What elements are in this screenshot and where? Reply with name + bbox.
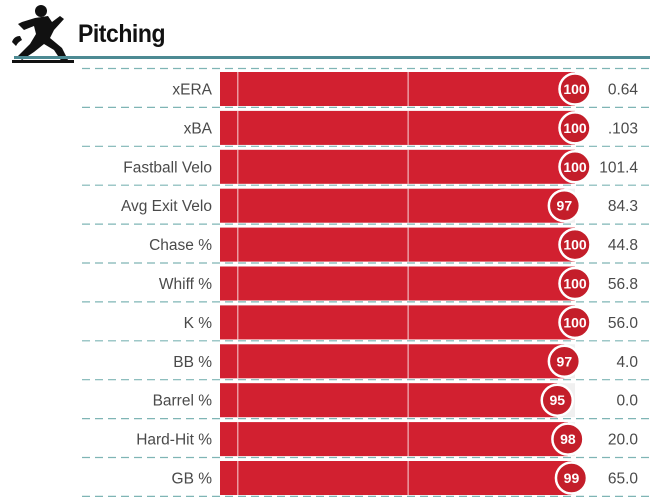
percentile-circle: [551, 422, 585, 456]
metric-label: Fastball Velo: [123, 159, 212, 176]
metric-label: Whiff %: [159, 276, 212, 293]
percentile-circle: [547, 344, 582, 379]
percentile-circle: [558, 305, 592, 340]
percentile-circle: [558, 227, 592, 262]
percentile-bar: [220, 72, 575, 106]
percentile-circle: [558, 266, 592, 301]
percentile-bar: [220, 422, 568, 457]
stat-value: 101.4: [599, 159, 638, 176]
percentile-bar: [220, 149, 575, 184]
percentile-bar: [220, 266, 575, 301]
percentile-label: 100: [563, 81, 587, 97]
percentile-label: 100: [563, 276, 587, 292]
stat-value: 0.64: [608, 82, 639, 99]
percentile-bar: [220, 344, 565, 379]
metric-label: xERA: [172, 82, 212, 99]
percentile-bar: [220, 227, 575, 262]
pitcher-icon: [12, 5, 74, 63]
stat-value: 4.0: [616, 354, 638, 371]
percentile-label: 100: [563, 120, 587, 136]
metric-label: xBA: [184, 120, 213, 137]
metric-label: Barrel %: [153, 393, 213, 410]
percentile-circle: [558, 111, 592, 145]
percentile-bar: [220, 461, 572, 495]
section-header: Pitching: [0, 0, 650, 63]
metric-label: Avg Exit Velo: [121, 198, 212, 215]
metric-label: Chase %: [149, 237, 212, 254]
stat-value: 65.0: [608, 471, 639, 488]
stat-value: 56.8: [608, 276, 638, 293]
percentile-bar: [220, 188, 565, 223]
percentile-circle: [558, 72, 592, 106]
percentile-circle: [558, 150, 592, 184]
percentile-label: 97: [557, 353, 573, 369]
percentile-bar: [220, 383, 558, 418]
percentile-label: 98: [560, 431, 576, 447]
percentile-label: 100: [563, 237, 587, 253]
percentile-label: 95: [549, 392, 565, 408]
percentile-circle: [554, 461, 589, 495]
percentile-circle: [547, 188, 582, 223]
percentile-bar: [220, 110, 575, 145]
percentile-label: 100: [563, 159, 587, 175]
stat-value: .103: [608, 120, 638, 137]
page-title: Pitching: [78, 20, 166, 48]
metric-label: K %: [184, 315, 213, 332]
percentile-bar: [220, 305, 575, 340]
stat-value: 44.8: [608, 237, 638, 254]
percentile-label: 100: [563, 314, 587, 330]
metric-label: BB %: [173, 354, 212, 371]
stat-value: 0.0: [616, 393, 638, 410]
stat-value: 20.0: [608, 432, 639, 449]
percentile-circle: [540, 383, 574, 417]
metric-label: Hard-Hit %: [136, 432, 212, 449]
stat-value: 84.3: [608, 198, 638, 215]
percentile-label: 97: [557, 198, 573, 214]
metric-label: GB %: [172, 471, 213, 488]
stat-value: 56.0: [608, 315, 639, 332]
header-rule: [14, 56, 650, 59]
percentile-label: 99: [564, 470, 580, 486]
